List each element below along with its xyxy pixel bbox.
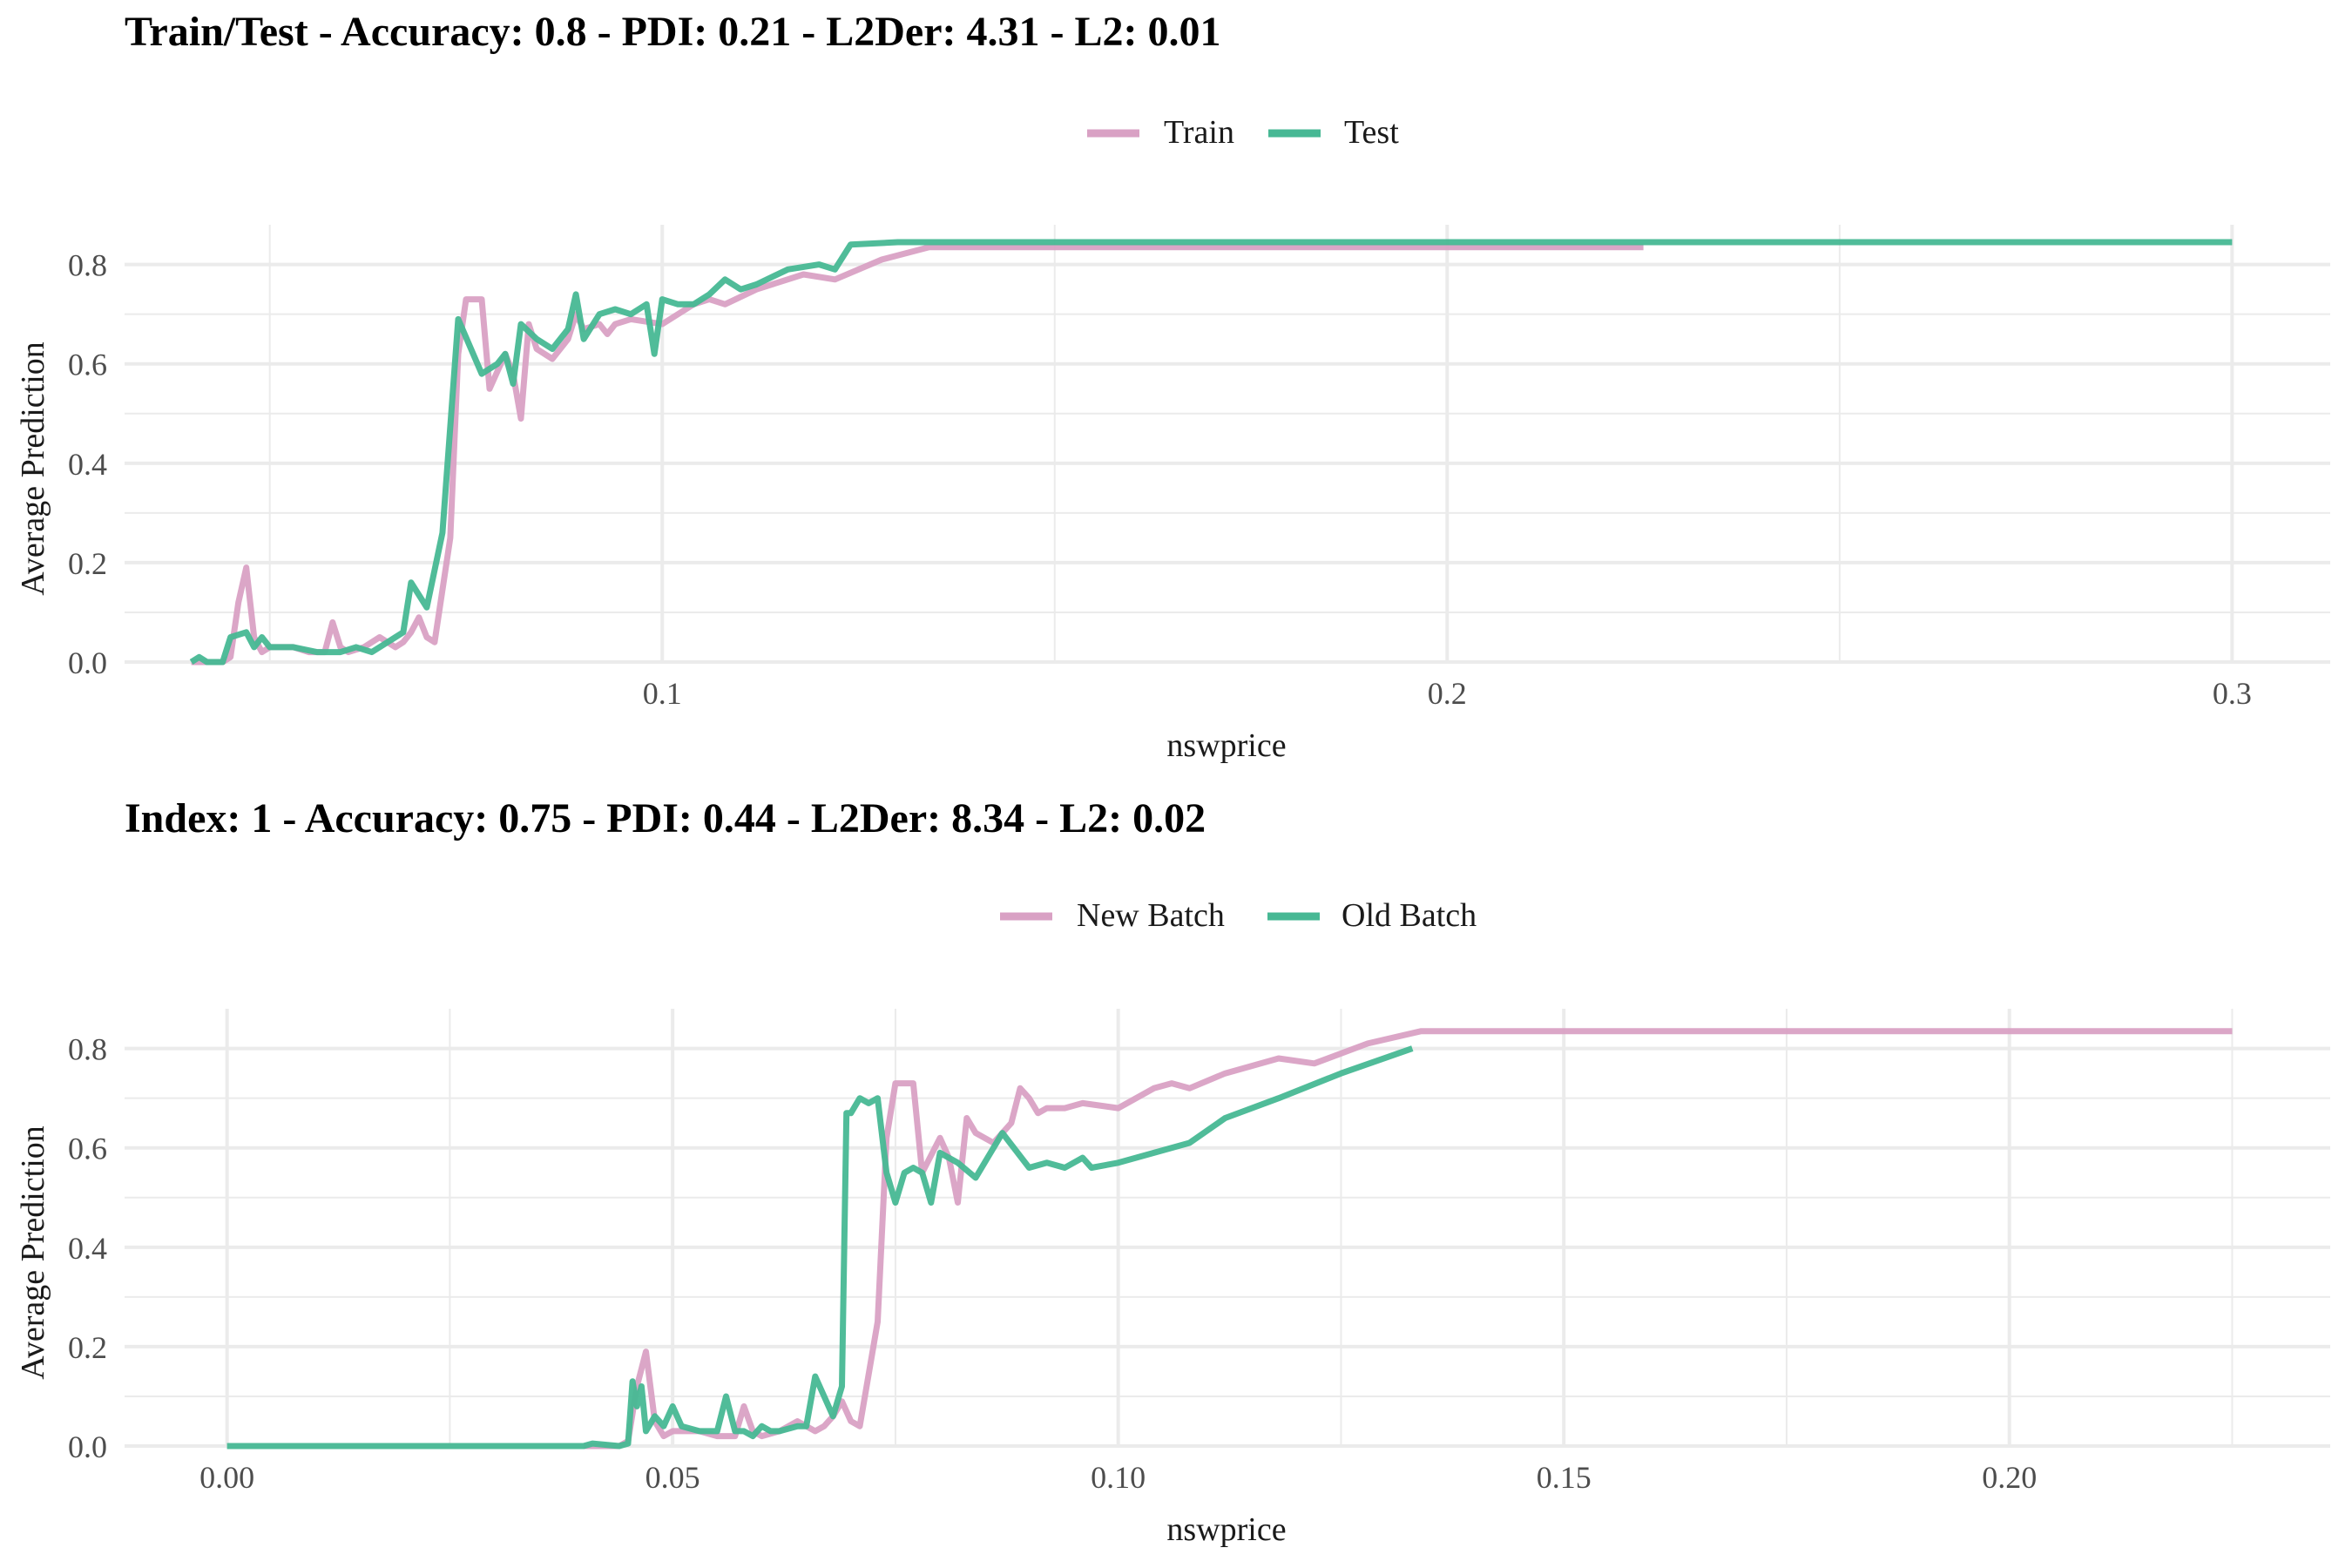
x-tick-labels: 0.1 0.2 0.3 <box>643 676 2252 711</box>
x-tick-label: 0.2 <box>1428 676 1467 711</box>
series-line-new-batch <box>583 1028 2233 1450</box>
series-lines <box>189 239 2233 666</box>
y-axis-label: Average Prediction <box>15 341 51 596</box>
x-axis-label: nswprice <box>1166 727 1286 764</box>
x-tick-label: 0.10 <box>1091 1460 1146 1495</box>
legend: New Batch Old Batch <box>1000 897 1477 934</box>
chart-panel-batch: Index: 1 - Accuracy: 0.75 - PDI: 0.44 - … <box>15 795 2330 1548</box>
series-line-old-batch <box>226 1045 1414 1450</box>
x-tick-label: 0.05 <box>645 1460 700 1495</box>
y-axis-label: Average Prediction <box>15 1125 51 1380</box>
legend-label-old-batch: Old Batch <box>1342 897 1477 934</box>
y-tick-label: 0.2 <box>68 1330 107 1365</box>
y-tick-label: 0.6 <box>68 1132 107 1166</box>
legend-label-new-batch: New Batch <box>1077 897 1225 934</box>
x-axis-label: nswprice <box>1166 1511 1286 1548</box>
chart-panel-train-test: Train/Test - Accuracy: 0.8 - PDI: 0.21 -… <box>15 9 2330 764</box>
x-tick-label: 0.3 <box>2213 676 2252 711</box>
y-tick-label: 0.4 <box>68 1231 107 1266</box>
legend-label-test: Test <box>1344 114 1399 151</box>
y-tick-label: 0.4 <box>68 447 107 482</box>
y-tick-label: 0.0 <box>68 645 107 680</box>
chart-title: Index: 1 - Accuracy: 0.75 - PDI: 0.44 - … <box>125 795 1206 841</box>
series-lines <box>226 1028 2233 1450</box>
y-tick-label: 0.6 <box>68 348 107 382</box>
chart-title: Train/Test - Accuracy: 0.8 - PDI: 0.21 -… <box>125 9 1220 55</box>
grid <box>125 225 2330 664</box>
series-line-test <box>189 239 2233 666</box>
legend: Train Test <box>1087 114 1399 151</box>
x-tick-label: 0.00 <box>199 1460 254 1495</box>
x-tick-label: 0.20 <box>1982 1460 2037 1495</box>
y-tick-labels: 0.0 0.2 0.4 0.6 0.8 <box>68 1032 107 1464</box>
grid <box>125 1009 2330 1448</box>
y-tick-label: 0.2 <box>68 546 107 581</box>
y-tick-label: 0.0 <box>68 1429 107 1464</box>
x-tick-label: 0.15 <box>1537 1460 1592 1495</box>
legend-label-train: Train <box>1164 114 1234 151</box>
x-tick-labels: 0.00 0.05 0.10 0.15 0.20 <box>199 1460 2037 1495</box>
y-tick-label: 0.8 <box>68 248 107 283</box>
x-tick-label: 0.1 <box>643 676 682 711</box>
y-tick-labels: 0.0 0.2 0.4 0.6 0.8 <box>68 248 107 680</box>
y-tick-label: 0.8 <box>68 1032 107 1067</box>
